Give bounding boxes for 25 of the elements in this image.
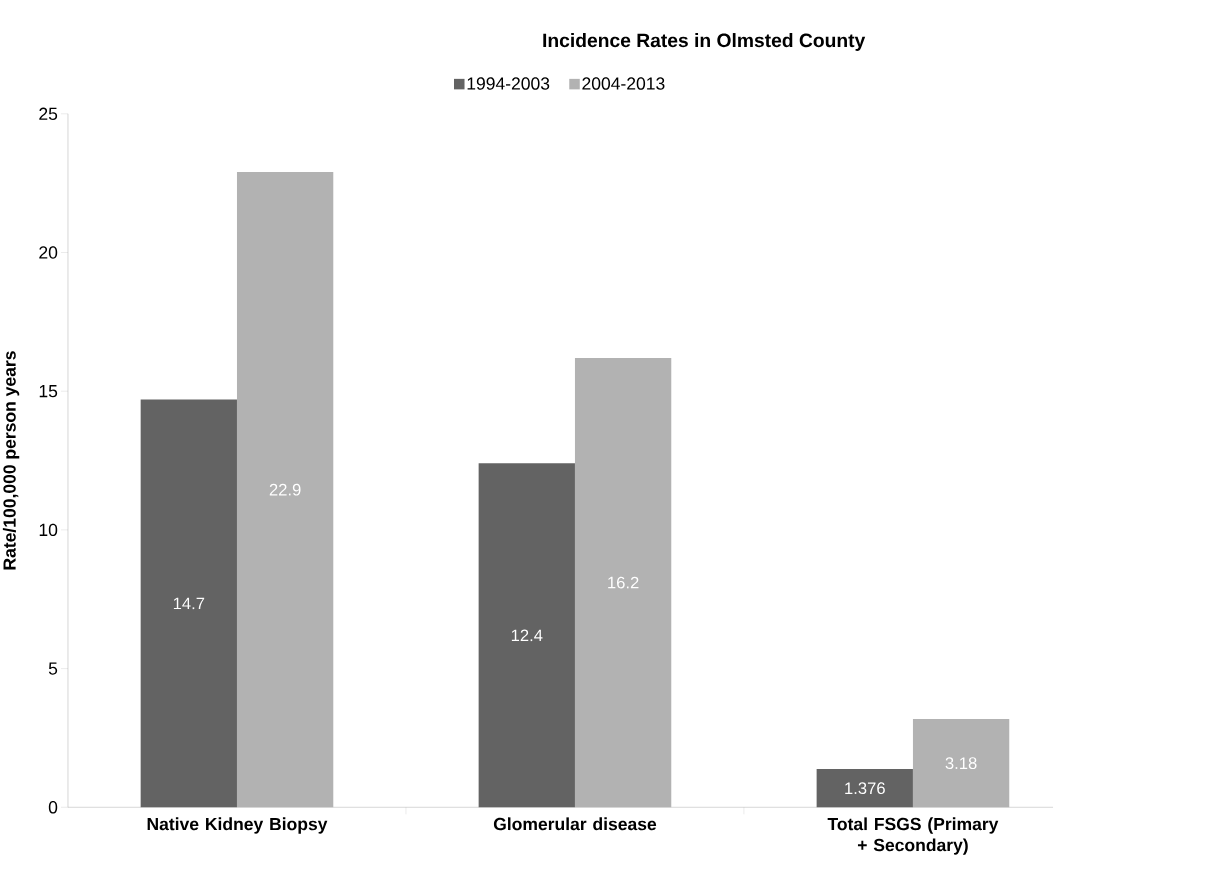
y-tick-label: 15 <box>39 385 58 398</box>
data-label: 3.18 <box>945 757 977 770</box>
x-tick-label: Total FSGS (Primary + Secondary) <box>827 817 999 855</box>
y-tick-label: 5 <box>48 662 58 675</box>
y-tick-label: 10 <box>39 523 58 537</box>
legend-label: 1994-2003 <box>467 77 550 90</box>
bar <box>478 463 575 808</box>
bar <box>140 399 237 808</box>
legend-label: 2004-2013 <box>582 77 665 90</box>
data-label: 14.7 <box>173 597 205 610</box>
data-label: 12.4 <box>511 629 543 642</box>
bar <box>236 172 334 808</box>
y-axis-title: Rate/100,000 person years <box>2 351 20 570</box>
y-tick-label: 25 <box>39 107 58 121</box>
data-label: 1.376 <box>845 782 885 795</box>
data-label: 16.2 <box>608 576 639 589</box>
bar <box>912 719 1010 808</box>
bar <box>816 769 913 808</box>
x-tick-label: Native Kidney Biopsy <box>147 817 328 834</box>
data-label: 22.9 <box>269 483 301 496</box>
y-tick-label: 20 <box>39 246 58 259</box>
x-tick-label: Glomerular disease <box>493 817 657 831</box>
y-tick-label: 0 <box>48 801 58 814</box>
chart-title: Incidence Rates in Olmsted County <box>543 33 866 52</box>
bar <box>574 358 672 808</box>
